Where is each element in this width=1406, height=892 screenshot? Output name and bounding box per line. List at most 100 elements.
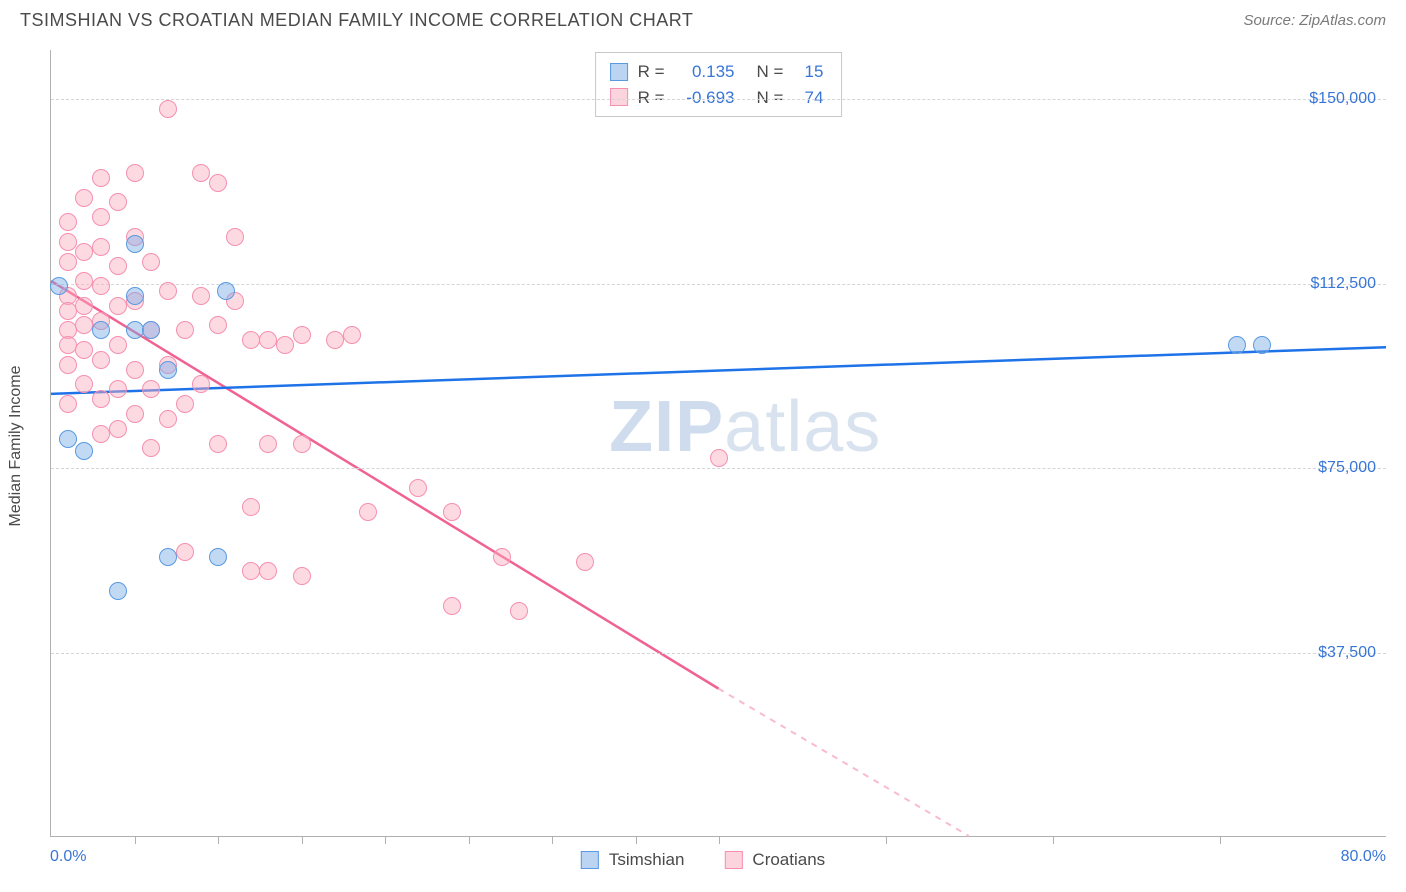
data-point (409, 479, 427, 497)
data-point (126, 235, 144, 253)
data-point (126, 321, 144, 339)
data-point (242, 562, 260, 580)
legend-label: Tsimshian (609, 850, 685, 870)
data-point (326, 331, 344, 349)
data-point (217, 282, 235, 300)
data-point (59, 302, 77, 320)
x-tick (886, 836, 887, 844)
data-point (142, 439, 160, 457)
data-point (259, 562, 277, 580)
data-point (192, 375, 210, 393)
data-point (510, 602, 528, 620)
data-point (259, 435, 277, 453)
data-point (142, 253, 160, 271)
data-point (59, 253, 77, 271)
data-point (209, 316, 227, 334)
data-point (259, 331, 277, 349)
data-point (75, 341, 93, 359)
gridline (51, 99, 1386, 100)
data-point (1228, 336, 1246, 354)
scatter-plot: ZIPatlas R =0.135N =15R =-0.693N =74 $37… (50, 50, 1386, 837)
data-point (176, 395, 194, 413)
legend-swatch (581, 851, 599, 869)
data-point (443, 597, 461, 615)
stats-row: R =-0.693N =74 (610, 85, 824, 111)
data-point (209, 435, 227, 453)
data-point (75, 442, 93, 460)
data-point (242, 498, 260, 516)
data-point (126, 287, 144, 305)
data-point (109, 257, 127, 275)
data-point (109, 380, 127, 398)
data-point (109, 582, 127, 600)
data-point (59, 430, 77, 448)
y-axis-title: Median Family Income (7, 366, 25, 527)
source-attribution: Source: ZipAtlas.com (1243, 12, 1386, 29)
data-point (159, 548, 177, 566)
legend-label: Croatians (752, 850, 825, 870)
data-point (159, 282, 177, 300)
data-point (126, 361, 144, 379)
data-point (59, 395, 77, 413)
data-point (293, 435, 311, 453)
data-point (109, 336, 127, 354)
data-point (359, 503, 377, 521)
data-point (59, 336, 77, 354)
x-tick (218, 836, 219, 844)
data-point (92, 321, 110, 339)
legend-swatch (724, 851, 742, 869)
data-point (92, 390, 110, 408)
legend-item: Croatians (724, 850, 825, 870)
trend-lines (51, 50, 1386, 836)
correlation-stats-box: R =0.135N =15R =-0.693N =74 (595, 52, 843, 117)
x-tick (1220, 836, 1221, 844)
data-point (59, 356, 77, 374)
gridline (51, 468, 1386, 469)
data-point (109, 420, 127, 438)
data-point (493, 548, 511, 566)
data-point (75, 243, 93, 261)
data-point (126, 405, 144, 423)
x-axis-max-label: 80.0% (1341, 848, 1386, 866)
watermark: ZIPatlas (609, 386, 881, 468)
x-tick (385, 836, 386, 844)
data-point (92, 238, 110, 256)
data-point (59, 233, 77, 251)
data-point (126, 164, 144, 182)
data-point (75, 375, 93, 393)
data-point (92, 277, 110, 295)
data-point (209, 548, 227, 566)
data-point (176, 543, 194, 561)
data-point (159, 361, 177, 379)
data-point (192, 287, 210, 305)
y-tick-label: $112,500 (1310, 275, 1376, 293)
y-tick-label: $37,500 (1318, 644, 1376, 662)
data-point (142, 380, 160, 398)
data-point (75, 272, 93, 290)
data-point (343, 326, 361, 344)
data-point (109, 297, 127, 315)
data-point (293, 326, 311, 344)
data-point (576, 553, 594, 571)
legend-item: Tsimshian (581, 850, 685, 870)
data-point (242, 331, 260, 349)
data-point (192, 164, 210, 182)
x-tick (135, 836, 136, 844)
data-point (443, 503, 461, 521)
x-tick (636, 836, 637, 844)
x-tick (1053, 836, 1054, 844)
gridline (51, 653, 1386, 654)
data-point (142, 321, 160, 339)
data-point (276, 336, 294, 354)
data-point (710, 449, 728, 467)
data-point (92, 169, 110, 187)
data-point (176, 321, 194, 339)
data-point (109, 193, 127, 211)
x-tick (552, 836, 553, 844)
y-tick-label: $150,000 (1309, 90, 1376, 108)
data-point (159, 100, 177, 118)
data-point (75, 189, 93, 207)
data-point (226, 228, 244, 246)
chart-title: TSIMSHIAN VS CROATIAN MEDIAN FAMILY INCO… (20, 10, 693, 31)
data-point (92, 208, 110, 226)
